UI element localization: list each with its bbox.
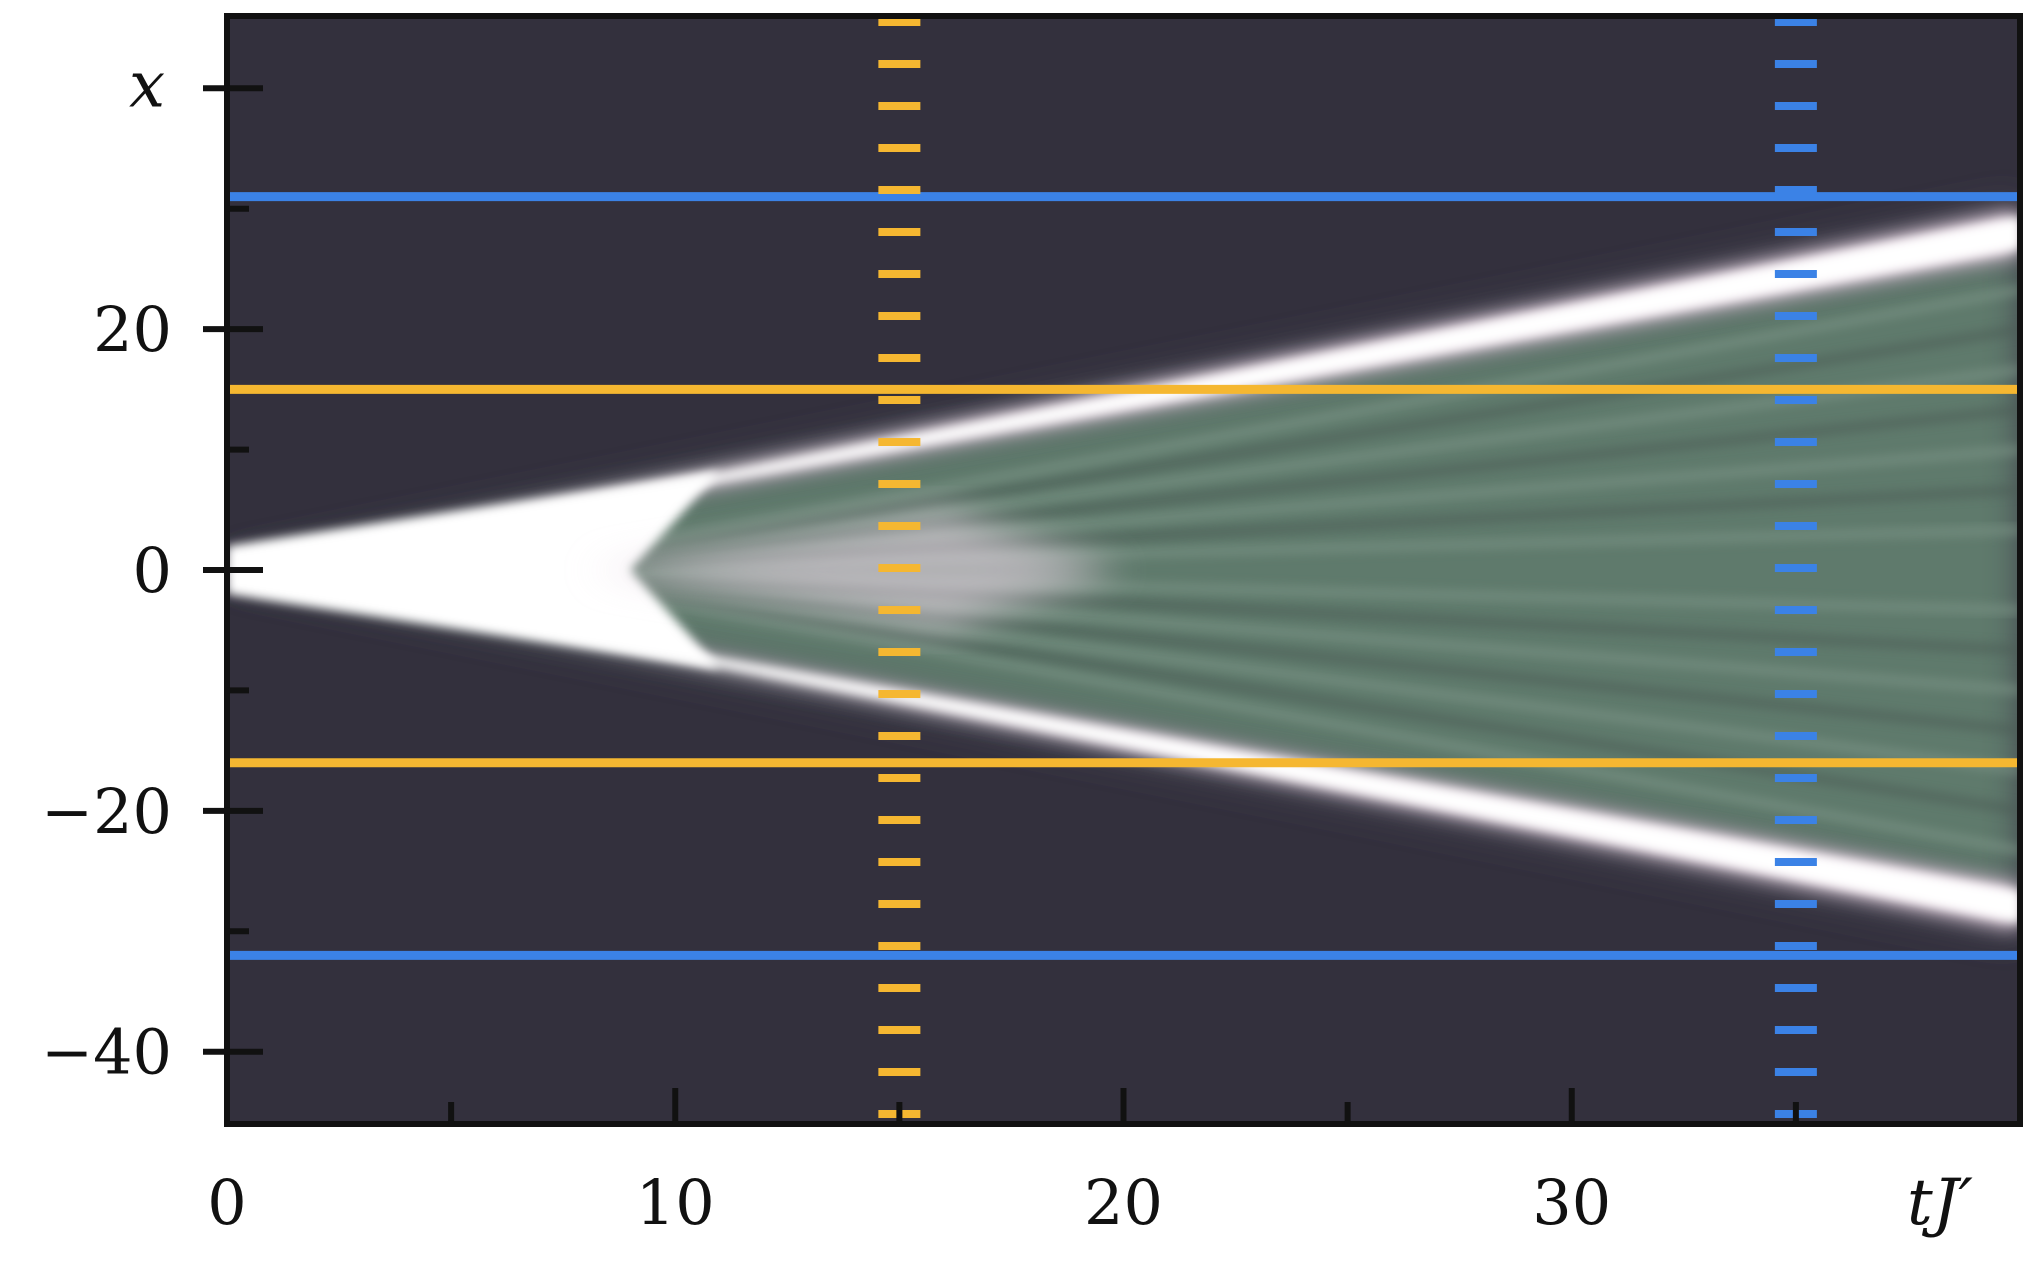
plot-area (227, 16, 2020, 1124)
x-tick-label: 20 (1084, 1166, 1163, 1239)
x-tick-label: 0 (207, 1166, 246, 1239)
interference-stripe (495, 565, 2020, 856)
heatmap-layer (227, 16, 2020, 1124)
interference-stripe (495, 324, 2020, 575)
x-axis-label: tJ′ (1907, 1166, 1973, 1240)
y-tick-label: 20 (93, 293, 172, 366)
y-axis-label: x (129, 48, 165, 122)
early-core-tint (585, 509, 1124, 631)
y-tick-label: 0 (133, 534, 172, 607)
interference-stripe (495, 565, 2020, 776)
x-tick-label: 10 (636, 1166, 715, 1239)
axes: 0 10 20 30 −40 −20 0 20 tJ′ x (41, 13, 2023, 1240)
y-tick-label: −20 (41, 775, 172, 848)
interference-stripe (495, 284, 2020, 575)
y-tick-label: −40 (41, 1016, 172, 1089)
x-tick-label: 30 (1532, 1166, 1611, 1239)
early-core (227, 471, 721, 669)
interference-stripe (495, 565, 2020, 816)
interference-stripe (495, 364, 2020, 575)
